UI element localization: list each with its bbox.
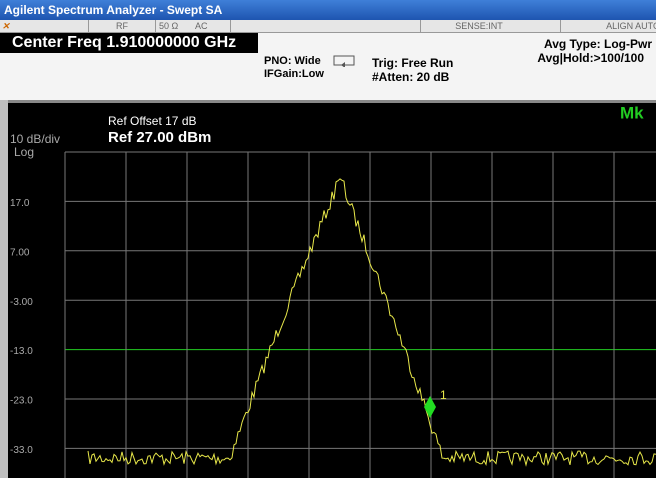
display-screen: Ref Offset 17 dB Ref 27.00 dBm 10 dB/div… [0,100,656,478]
rf-indicator: RF [88,20,155,32]
graticule [64,151,656,478]
impedance: 50 Ω [155,20,181,32]
pno-setting: PNO: Wide [264,55,321,67]
y-axis-label: -3.00 [10,297,33,308]
scale-type: Log [14,145,34,159]
screen-top-border [8,100,656,103]
if-gain-setting: IFGain:Low [264,68,324,80]
marker-tab[interactable]: Mk [620,103,644,122]
logo-icon: ✕ [2,21,10,31]
marker-label: 1 [440,388,447,402]
ref-level[interactable]: Ref 27.00 dBm [108,129,211,146]
y-axis-label: -13.0 [10,346,33,357]
trace [87,178,656,467]
attenuation-setting: #Atten: 20 dB [372,70,450,84]
pno-icon-arrow [341,62,345,67]
screen-left-border [0,100,8,478]
status-cell [230,20,317,32]
avg-type: Avg Type: Log-Pwr [544,37,652,51]
status-bar: ✕ RF 50 Ω AC SENSE:INT ALIGN AUTO [0,20,656,33]
align-indicator: ALIGN AUTO [560,20,656,32]
screen-background [0,100,656,478]
coupling: AC [195,21,208,31]
title-bar: Agilent Spectrum Analyzer - Swept SA [0,0,656,20]
y-axis-label: 7.00 [10,247,30,258]
trigger-setting: Trig: Free Run [372,56,454,70]
avg-hold: Avg|Hold:>100/100 [537,51,644,65]
sense-indicator: SENSE:INT [420,20,537,32]
ref-offset: Ref Offset 17 dB [108,114,197,128]
scale-per-div: 10 dB/div [10,132,60,146]
center-frequency[interactable]: Center Freq 1.910000000 GHz [0,33,258,53]
marker-diamond[interactable] [424,396,436,418]
y-axis-label: 17.0 [10,198,30,209]
pno-icon [333,55,355,67]
y-axis-label: -33.0 [10,445,33,456]
y-axis-label: -23.0 [10,396,33,407]
